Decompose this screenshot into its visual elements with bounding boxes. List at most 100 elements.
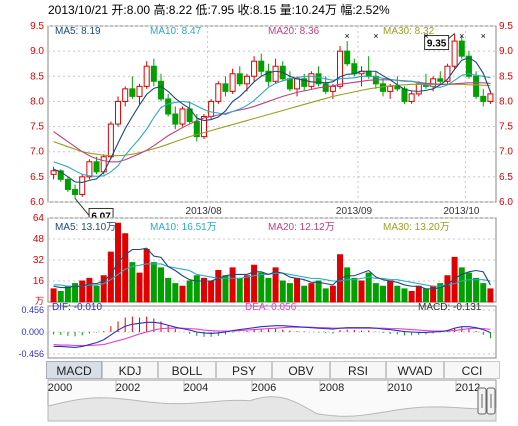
- volume-bar: [415, 285, 422, 303]
- volume-bar: [236, 277, 243, 303]
- high-marker-box: [424, 35, 450, 51]
- volume-bar: [379, 285, 387, 303]
- price-y-tick-right: 9.5: [499, 21, 513, 32]
- volume-bar: [322, 288, 329, 303]
- candle-body: [351, 63, 358, 75]
- tab-wvad[interactable]: WVAD: [386, 361, 444, 379]
- candle-body: [401, 88, 408, 102]
- high-marker-pointer: [448, 33, 455, 39]
- volume-bar: [358, 280, 365, 303]
- candle-body: [329, 85, 336, 92]
- macd-y-tick: -0.456: [18, 349, 44, 359]
- timeline-year: 2012: [456, 382, 480, 394]
- candle-body: [172, 113, 179, 125]
- candle-body: [200, 116, 207, 138]
- tab-macd[interactable]: MACD: [46, 361, 102, 379]
- volume-legend-3: MA20: 12.12万: [268, 222, 335, 233]
- timeline-history-area: [47, 396, 497, 422]
- volume-bar: [157, 267, 165, 303]
- volume-ma5-line: [53, 247, 491, 290]
- macd-y-tick: 0.000: [21, 327, 44, 337]
- volume-bar: [487, 288, 494, 303]
- candle-body: [408, 93, 415, 102]
- volume-y-tick: 48: [33, 234, 45, 245]
- ma-legend-1: MA5: 8.19: [55, 26, 101, 37]
- candle-body: [265, 70, 272, 82]
- tab-rsi[interactable]: RSI: [330, 361, 386, 379]
- volume-bar: [437, 283, 444, 303]
- volume-bar: [258, 272, 265, 303]
- candle-body: [437, 78, 444, 82]
- candle-body: [129, 88, 136, 97]
- price-y-tick-right: 8.5: [499, 71, 513, 82]
- candle-body: [179, 108, 186, 125]
- timeline-year: 2000: [48, 382, 72, 394]
- volume-bar: [143, 249, 150, 303]
- dif-line: [53, 321, 491, 348]
- volume-bar: [451, 256, 458, 303]
- volume-bar: [365, 272, 372, 303]
- price-x-tick: 2013/10: [443, 206, 480, 217]
- volume-bar: [107, 251, 114, 303]
- price-y-tick-left: 8.5: [30, 71, 44, 82]
- low-marker-label: 6.07: [91, 211, 111, 222]
- candle-body: [136, 85, 143, 97]
- volume-legend-4: MA30: 13.20万: [383, 222, 450, 233]
- ma-legend-2: MA10: 8.47: [150, 26, 202, 37]
- price-y-tick-left: 7.5: [30, 122, 44, 133]
- quote-open: 开:8.00: [111, 3, 151, 17]
- quote-close: 收:8.15: [237, 3, 277, 17]
- candle-body: [208, 100, 215, 118]
- price-y-tick-left: 6.5: [30, 172, 44, 183]
- price-x-tick: 2013/08: [186, 206, 223, 217]
- candle-body: [487, 93, 494, 102]
- volume-bar: [251, 264, 258, 303]
- candle-body: [150, 65, 157, 82]
- candle-body: [394, 85, 401, 90]
- event-marker: ×: [459, 31, 464, 41]
- ma5-line: [53, 57, 491, 183]
- tab-boll[interactable]: BOLL: [158, 361, 216, 379]
- candle-body: [64, 178, 71, 190]
- candle-body: [215, 83, 222, 102]
- candle-body: [72, 188, 79, 195]
- candle-body: [444, 65, 451, 82]
- candle-body: [294, 78, 301, 90]
- candle-body: [258, 60, 265, 72]
- ma30-line: [53, 83, 491, 157]
- candle-body: [157, 80, 165, 100]
- volume-bar: [465, 272, 472, 303]
- price-y-tick-right: 7.5: [499, 122, 513, 133]
- candle-body: [365, 70, 372, 77]
- volume-bar: [444, 275, 451, 303]
- tab-obv[interactable]: OBV: [272, 361, 330, 379]
- candle-body: [415, 83, 422, 95]
- volume-bar: [229, 267, 236, 303]
- volume-bar: [136, 272, 143, 303]
- volume-bar: [93, 285, 100, 303]
- volume-bar: [480, 283, 487, 303]
- volume-bar: [215, 270, 222, 303]
- volume-bar: [272, 267, 279, 303]
- candle-body: [451, 40, 458, 67]
- price-y-tick-right: 6.5: [499, 172, 513, 183]
- price-y-tick-left: 6.0: [30, 197, 44, 208]
- timeline-year: 2002: [116, 382, 140, 394]
- tab-psy[interactable]: PSY: [216, 361, 272, 379]
- ma10-line: [53, 73, 491, 177]
- volume-bar: [351, 277, 358, 303]
- tab-cci[interactable]: CCI: [444, 361, 500, 379]
- candle-body: [86, 161, 93, 178]
- volume-bar: [86, 277, 93, 303]
- volume-bar: [308, 283, 315, 303]
- timeline-year: 2010: [388, 382, 412, 394]
- quote-low: 低:7.95: [195, 3, 235, 17]
- candle-body: [480, 95, 487, 102]
- price-y-tick-right: 6.0: [499, 197, 513, 208]
- volume-bar: [150, 262, 157, 303]
- tab-kdj[interactable]: KDJ: [102, 361, 158, 379]
- volume-bar: [200, 277, 207, 303]
- volume-y-tick: 32: [33, 255, 45, 266]
- volume-bar: [286, 283, 293, 303]
